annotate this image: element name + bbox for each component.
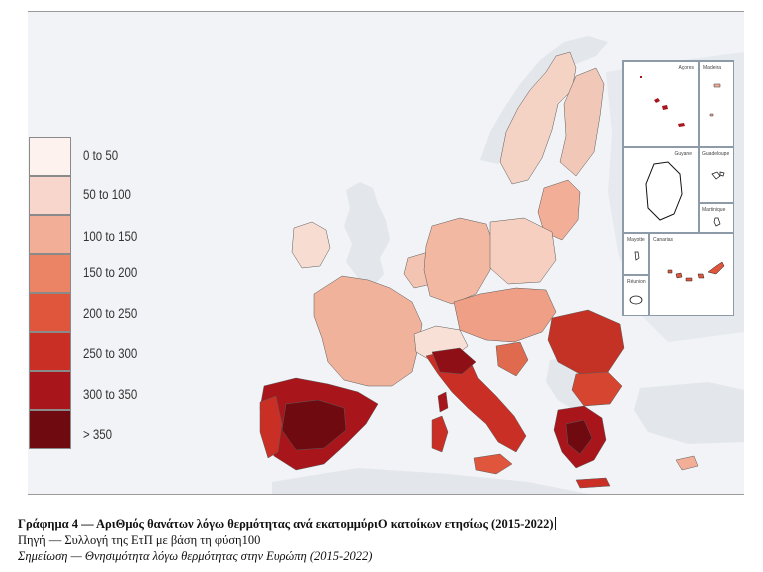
caption-title-text: Γράφημα 4 — ΑριΘμός θανάτων λόγω θερμότη… (18, 517, 554, 531)
inset-label-guyane: Guyane (674, 151, 692, 157)
inset-martinique: Martinique (699, 203, 734, 233)
guyane-shape (645, 161, 683, 221)
inset-guyane: Guyane (623, 147, 699, 233)
martinique-island (713, 217, 721, 227)
inset-acores: Açores (623, 61, 699, 147)
turkey-landmass (634, 382, 744, 444)
region-poland (489, 217, 557, 285)
uk-landmass (344, 182, 390, 294)
legend-swatch-0-50 (29, 137, 71, 176)
region-sardinia (431, 415, 449, 453)
legend-swatch-150-200 (29, 254, 71, 293)
guadeloupe-islands (711, 171, 725, 180)
inset-guadeloupe: Guadeloupe (699, 147, 734, 203)
region-cyprus (675, 455, 699, 471)
legend-label-over-350: > 350 (83, 427, 113, 442)
inset-madeira: Madeira (699, 61, 734, 147)
inset-label-reunion: Réunion (627, 279, 646, 285)
inset-mayotte: Mayotte (623, 233, 649, 275)
inset-label-canarias: Canarias (653, 237, 674, 243)
acores-islands (640, 76, 685, 127)
text-cursor (554, 517, 556, 530)
region-baltics (537, 179, 581, 241)
legend-label-200-250: 200 to 250 (83, 306, 138, 321)
legend-label-150-200: 150 to 200 (83, 265, 138, 280)
region-portugal (259, 395, 283, 459)
region-sicily (473, 453, 513, 475)
canarias-islands (667, 261, 725, 282)
legend-label-100-150: 100 to 150 (83, 229, 138, 244)
region-france (313, 275, 423, 387)
figure-caption-source: Πηγή — Συλλογή της ΕτΠ με βάση τη φύση10… (18, 533, 261, 547)
inset-reunion: Réunion (623, 275, 649, 316)
inset-label-acores: Açores (678, 65, 694, 71)
legend-swatch-50-100 (29, 176, 71, 215)
inset-label-mayotte: Mayotte (627, 237, 645, 243)
figure-caption-note: Σημείωση — Θνησιμότητα λόγω θερμότητας σ… (18, 549, 373, 563)
region-germany (423, 217, 495, 305)
legend-swatch-over-350 (29, 410, 71, 449)
mayotte-island (634, 251, 640, 261)
region-croatia (495, 341, 529, 377)
region-bulgaria (571, 371, 623, 407)
region-iberia-core (281, 399, 347, 451)
region-central (453, 287, 557, 343)
inset-label-madeira: Madeira (703, 65, 722, 71)
north-africa-landmass (272, 468, 588, 494)
reunion-island (629, 295, 643, 305)
legend-swatch-300-350 (29, 371, 71, 410)
legend-swatch-250-300 (29, 332, 71, 371)
inset-label-guadeloupe: Guadeloupe (702, 151, 730, 157)
inset-label-martinique: Martinique (702, 207, 726, 213)
legend-swatch-200-250 (29, 293, 71, 332)
region-corsica (437, 391, 449, 413)
bottom-border-line (28, 494, 744, 495)
region-crete (575, 477, 611, 489)
region-scandinavia (499, 51, 577, 185)
legend-swatch-100-150 (29, 215, 71, 254)
europe-map (259, 36, 744, 494)
legend-label-0-50: 0 to 50 (83, 148, 119, 163)
madeira-islands (709, 83, 721, 117)
figure-caption-title: Γράφημα 4 — ΑριΘμός θανάτων λόγω θερμότη… (18, 517, 556, 532)
legend-label-300-350: 300 to 350 (83, 387, 138, 402)
outermost-regions-insets: Açores Madeira Guyane Guadeloupe Martini… (622, 60, 734, 316)
inset-canarias: Canarias (649, 233, 734, 316)
top-border-line (28, 11, 744, 12)
region-po-valley (431, 347, 477, 375)
map-area: Açores Madeira Guyane Guadeloupe Martini… (28, 12, 744, 494)
region-ireland (291, 221, 331, 269)
legend-label-50-100: 50 to 100 (83, 187, 131, 202)
region-greece-core (565, 419, 593, 455)
legend-label-250-300: 250 to 300 (83, 346, 138, 361)
region-finland (559, 67, 605, 177)
